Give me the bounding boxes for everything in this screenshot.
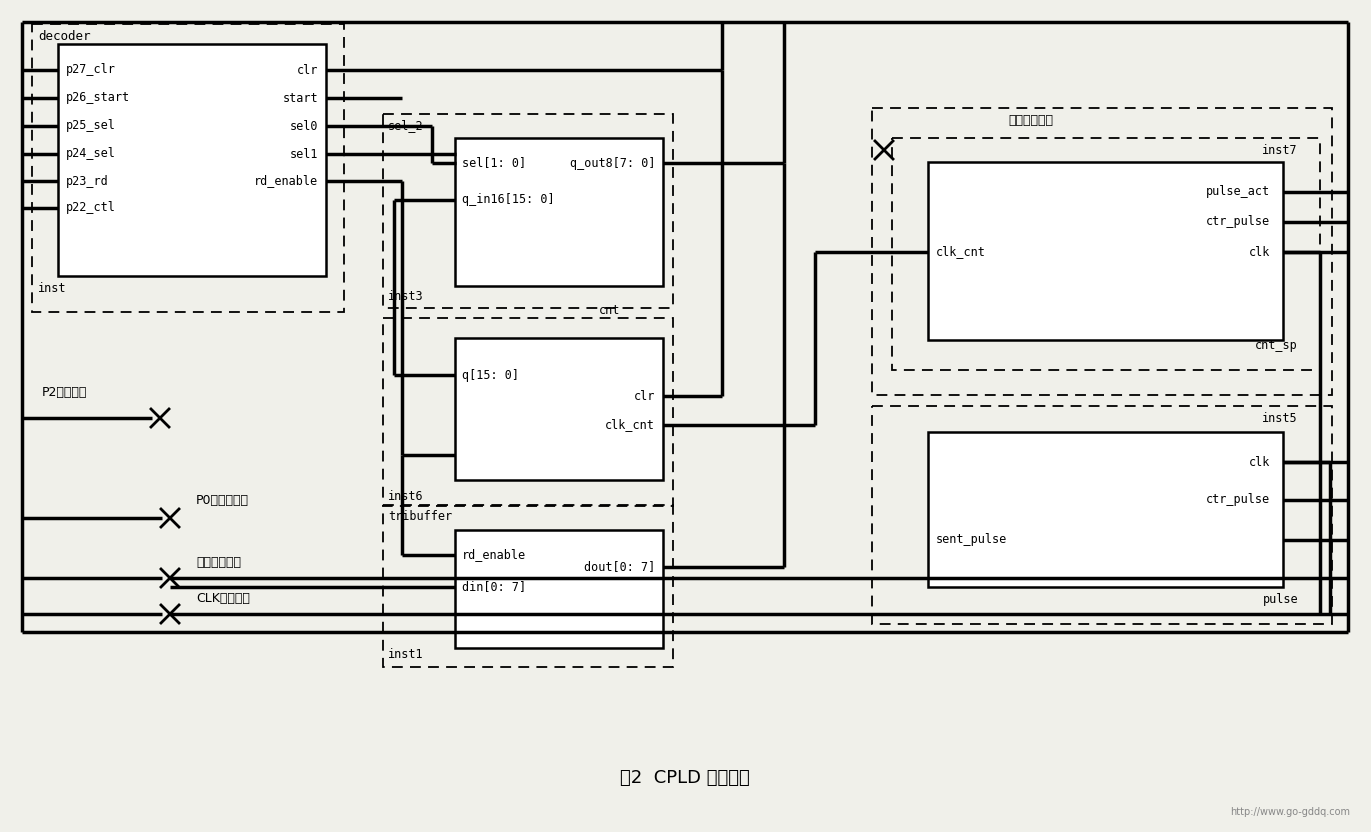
Text: p22_ctl: p22_ctl xyxy=(66,201,117,215)
Text: q_in16[15: 0]: q_in16[15: 0] xyxy=(462,194,555,206)
Bar xyxy=(383,114,673,308)
Text: cnt: cnt xyxy=(599,304,620,316)
Bar xyxy=(383,318,673,506)
Bar xyxy=(928,162,1283,340)
Text: 脉冲输出端口: 脉冲输出端口 xyxy=(196,556,241,568)
Text: ctr_pulse: ctr_pulse xyxy=(1206,215,1270,229)
Text: start: start xyxy=(282,92,318,105)
Text: p27_clr: p27_clr xyxy=(66,63,117,77)
Text: CLK时钟端口: CLK时钟端口 xyxy=(196,592,250,605)
Text: pulse: pulse xyxy=(1263,593,1298,607)
Text: clk_cnt: clk_cnt xyxy=(605,418,655,432)
Text: clr: clr xyxy=(633,389,655,403)
Text: cnt_sp: cnt_sp xyxy=(1256,339,1298,353)
Text: tribuffer: tribuffer xyxy=(388,511,452,523)
Text: clk: clk xyxy=(1249,245,1270,259)
Text: P2控制端口: P2控制端口 xyxy=(43,385,88,399)
Text: inst7: inst7 xyxy=(1263,143,1298,156)
Text: 计数停止端口: 计数停止端口 xyxy=(1008,113,1053,126)
Text: rd_enable: rd_enable xyxy=(254,175,318,187)
Text: http://www.go-gddq.com: http://www.go-gddq.com xyxy=(1230,807,1350,817)
Text: clr: clr xyxy=(296,63,318,77)
Text: q[15: 0]: q[15: 0] xyxy=(462,369,520,382)
Bar xyxy=(455,338,664,480)
Text: 图2  CPLD 功能模块: 图2 CPLD 功能模块 xyxy=(620,769,750,787)
Text: P0数据传送端: P0数据传送端 xyxy=(196,493,250,507)
Text: ctr_pulse: ctr_pulse xyxy=(1206,493,1270,507)
Text: inst1: inst1 xyxy=(388,647,424,661)
Text: pulse_act: pulse_act xyxy=(1206,186,1270,199)
Bar xyxy=(383,505,673,667)
Text: inst5: inst5 xyxy=(1263,412,1298,424)
Bar xyxy=(872,406,1333,624)
Text: dout[0: 7]: dout[0: 7] xyxy=(584,561,655,573)
Text: sel[1: 0]: sel[1: 0] xyxy=(462,156,526,170)
Bar xyxy=(455,530,664,648)
Text: p25_sel: p25_sel xyxy=(66,120,117,132)
Text: sel1: sel1 xyxy=(289,147,318,161)
Text: inst: inst xyxy=(38,281,67,295)
Text: inst6: inst6 xyxy=(388,489,424,503)
Text: sel0: sel0 xyxy=(289,120,318,132)
Text: clk: clk xyxy=(1249,455,1270,468)
Text: p23_rd: p23_rd xyxy=(66,175,108,187)
Text: sel_2: sel_2 xyxy=(388,120,424,132)
Bar xyxy=(893,138,1320,370)
Text: clk_cnt: clk_cnt xyxy=(936,245,986,259)
Text: q_out8[7: 0]: q_out8[7: 0] xyxy=(569,156,655,170)
Bar xyxy=(455,138,664,286)
Text: p26_start: p26_start xyxy=(66,92,130,105)
Text: din[0: 7]: din[0: 7] xyxy=(462,581,526,593)
Text: decoder: decoder xyxy=(38,29,90,42)
Text: p24_sel: p24_sel xyxy=(66,147,117,161)
Text: rd_enable: rd_enable xyxy=(462,548,526,562)
Text: sent_pulse: sent_pulse xyxy=(936,533,1008,547)
Bar xyxy=(928,432,1283,587)
Bar xyxy=(872,108,1333,395)
Text: inst3: inst3 xyxy=(388,290,424,304)
Bar xyxy=(32,24,344,312)
Bar xyxy=(58,44,326,276)
